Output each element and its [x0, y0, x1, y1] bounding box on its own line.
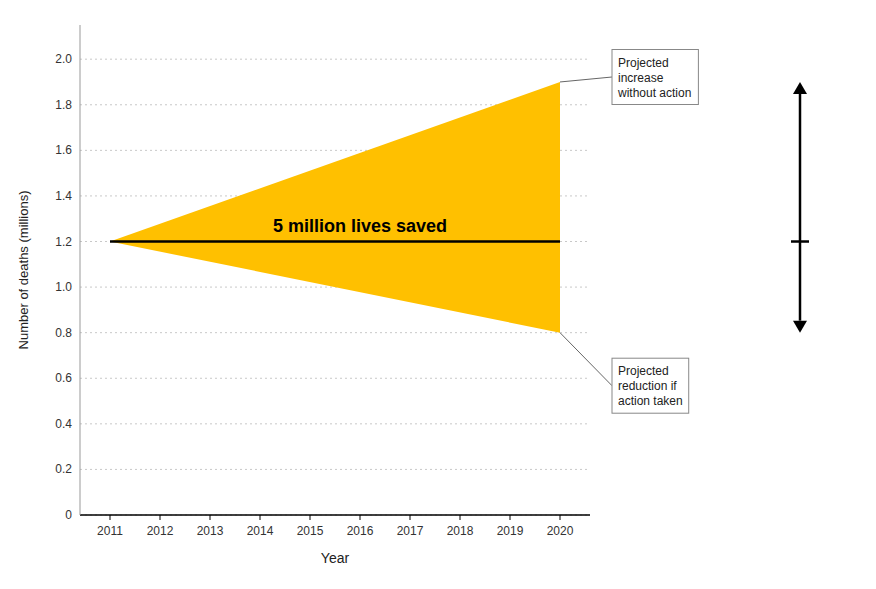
annotation-line: Projected: [618, 56, 669, 70]
y-tick-label: 2.0: [55, 52, 72, 66]
x-tick: [510, 515, 511, 520]
annotation-text: Projectedincreasewithout action: [617, 56, 691, 100]
y-tick-label: 1.8: [55, 98, 72, 112]
x-tick: [210, 515, 211, 520]
range-arrow: [791, 82, 809, 333]
x-tick-label: 2020: [547, 524, 574, 538]
y-tick-label: 0.2: [55, 462, 72, 476]
annotation-line: without action: [617, 86, 691, 100]
annotation-line: increase: [618, 71, 664, 85]
annotation-box: [612, 50, 698, 105]
grid-line: [80, 469, 590, 470]
annotation-line: Projected: [618, 364, 669, 378]
fan-area: [110, 82, 560, 333]
grid-line: [80, 59, 590, 60]
y-tick-label: 0.8: [55, 326, 72, 340]
annotation: Projectedincreasewithout action: [560, 50, 698, 105]
annotation-text: Projectedreduction ifaction taken: [618, 364, 683, 408]
y-tick-label: 1.2: [55, 235, 72, 249]
background: [0, 0, 876, 589]
x-tick: [310, 515, 311, 520]
x-tick-label: 2013: [197, 524, 224, 538]
center-label: 5 million lives saved: [273, 216, 447, 236]
arrow-down-head: [793, 321, 807, 333]
y-tick-label: 0: [65, 508, 72, 522]
x-tick: [110, 515, 111, 520]
x-tick: [410, 515, 411, 520]
y-axis: [80, 25, 81, 515]
plot-area: [110, 82, 560, 333]
y-tick-label: 0.4: [55, 417, 72, 431]
x-axis-label: Year: [321, 550, 350, 566]
x-tick-label: 2015: [297, 524, 324, 538]
x-tick: [160, 515, 161, 520]
x-tick: [360, 515, 361, 520]
grid: [80, 59, 590, 515]
grid-line: [80, 332, 590, 333]
annotation-connector: [560, 77, 612, 82]
grid-line: [80, 423, 590, 424]
x-tick-label: 2011: [97, 524, 123, 538]
grid-line: [80, 515, 590, 516]
x-tick-label: 2016: [347, 524, 374, 538]
annotation-connector: [560, 333, 612, 386]
arrow-down-shaft: [799, 242, 802, 321]
y-tick-label: 1.4: [55, 189, 72, 203]
annotation: Projectedreduction ifaction taken: [560, 333, 689, 414]
arrow-center-mark: [791, 240, 809, 243]
flat-line: [110, 240, 560, 243]
y-tick-label: 1.0: [55, 280, 72, 294]
x-tick: [260, 515, 261, 520]
x-tick-label: 2014: [247, 524, 274, 538]
grid-line: [80, 378, 590, 379]
x-axis: [80, 514, 590, 516]
arrow-up-head: [793, 82, 807, 94]
x-tick: [460, 515, 461, 520]
y-axis-label: Number of deaths (millions): [16, 191, 31, 350]
x-tick: [560, 515, 561, 520]
y-tick-label: 0.6: [55, 371, 72, 385]
y-tick-label: 1.6: [55, 143, 72, 157]
x-tick-label: 2019: [497, 524, 524, 538]
annotation-line: reduction if: [618, 379, 677, 393]
x-tick-label: 2017: [397, 524, 424, 538]
annotation-box: [612, 358, 689, 413]
x-tick-label: 2012: [147, 524, 174, 538]
x-tick-label: 2018: [447, 524, 474, 538]
annotation-line: action taken: [618, 394, 683, 408]
arrow-up-shaft: [799, 94, 802, 242]
grid-line: [80, 241, 590, 242]
